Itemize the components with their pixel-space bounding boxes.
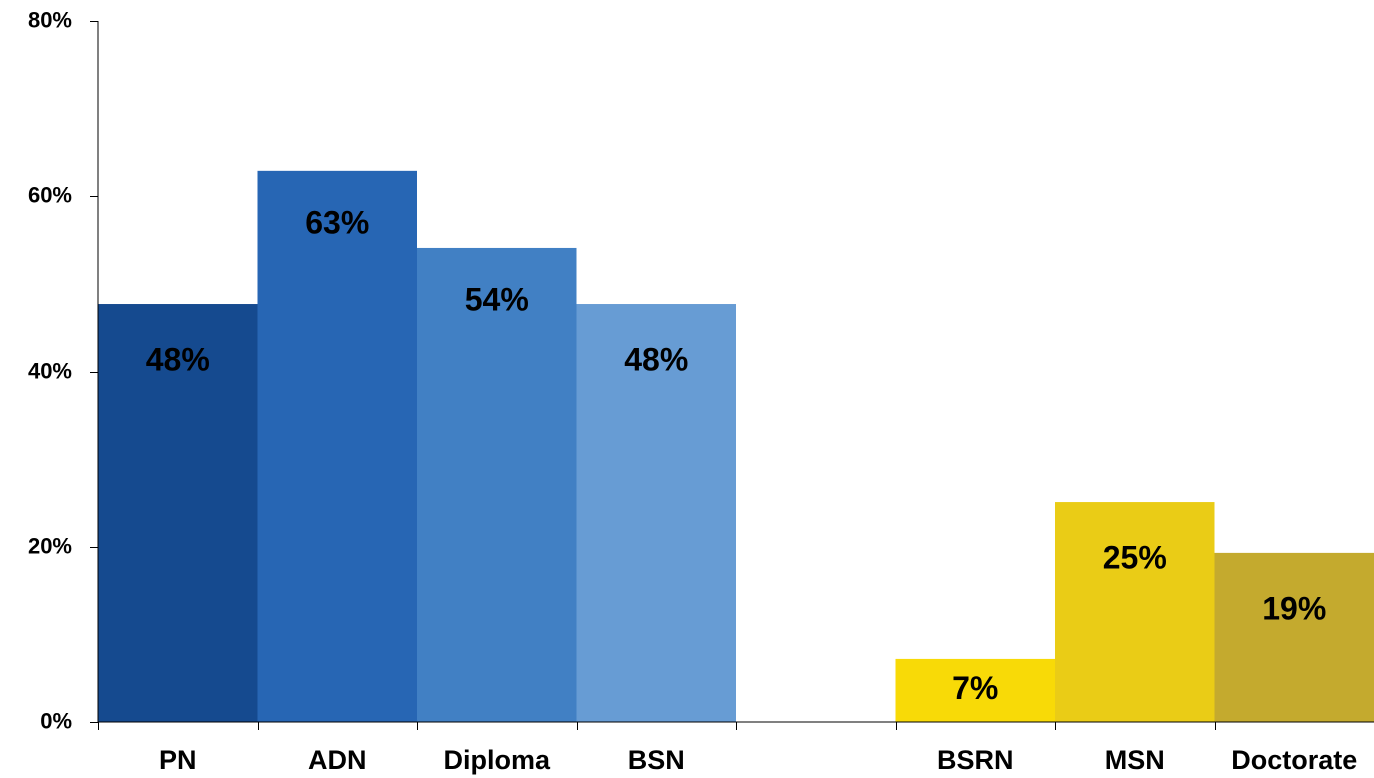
x-tick-label-doctorate: Doctorate <box>1231 745 1357 775</box>
y-tick-label: 80% <box>28 7 72 32</box>
x-tick-label-msn: MSN <box>1105 745 1165 775</box>
bar-bsrn <box>895 658 1055 722</box>
y-tick-label: 40% <box>28 358 72 383</box>
y-axis-ticks: 0% 20% 40% 60% 80% <box>28 7 98 733</box>
data-label-bsrn: 7% <box>952 670 998 706</box>
bar-bsn <box>576 304 736 722</box>
data-label-diploma: 54% <box>465 281 529 317</box>
x-tick-label-diploma: Diploma <box>443 745 550 775</box>
x-tick-label-bsn: BSN <box>628 745 685 775</box>
bar-diploma <box>417 247 577 723</box>
bars-group <box>98 170 1374 723</box>
data-label-pn: 48% <box>146 341 210 377</box>
data-label-msn: 25% <box>1103 540 1167 576</box>
data-label-adn: 63% <box>305 204 369 240</box>
data-label-doctorate: 19% <box>1262 590 1326 626</box>
y-tick-label: 0% <box>40 708 72 733</box>
y-tick-label: 20% <box>28 533 72 558</box>
y-tick-label: 60% <box>28 182 72 207</box>
bar-pn <box>98 304 258 722</box>
x-tick-label-pn: PN <box>159 745 197 775</box>
data-label-bsn: 48% <box>624 341 688 377</box>
data-labels-group: 48% 63% 54% 48% 7% 25% 19% <box>146 204 1327 706</box>
bar-msn <box>1055 502 1215 722</box>
bar-adn <box>257 170 417 722</box>
x-tick-label-adn: ADN <box>308 745 367 775</box>
x-axis-ticks: PN ADN Diploma BSN BSRN MSN Doctorate <box>98 722 1357 775</box>
bar-doctorate <box>1214 552 1374 722</box>
x-tick-label-bsrn: BSRN <box>937 745 1014 775</box>
